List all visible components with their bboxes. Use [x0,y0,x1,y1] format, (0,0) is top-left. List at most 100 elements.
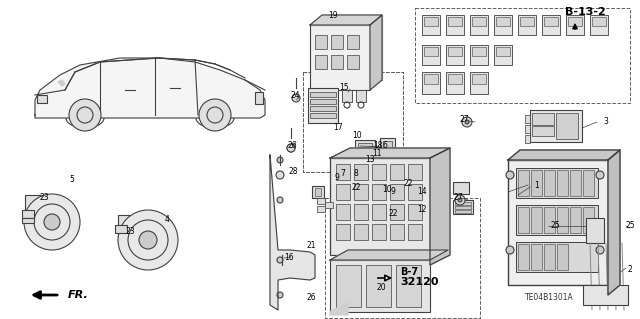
Bar [347,55,359,69]
Circle shape [277,292,283,298]
Text: 14: 14 [417,188,427,197]
Bar [455,210,471,213]
Circle shape [462,117,472,127]
Text: 25: 25 [625,221,635,231]
Bar [372,184,386,200]
Bar [372,224,386,240]
Bar [448,47,462,56]
Bar [532,126,554,136]
Text: 6: 6 [383,140,387,150]
Bar [380,138,395,153]
Bar [472,17,486,26]
Circle shape [277,157,283,163]
Text: 1: 1 [534,181,540,189]
Circle shape [455,195,465,205]
Text: 28: 28 [288,167,298,176]
Bar [592,17,606,26]
Bar [415,8,630,103]
Bar [322,15,382,80]
Bar [336,265,361,307]
Text: FR.: FR. [68,290,89,300]
Polygon shape [508,150,620,160]
Polygon shape [330,250,448,260]
Text: 17: 17 [333,122,343,131]
Text: 23: 23 [125,227,135,236]
Text: 10: 10 [382,186,392,195]
Bar [310,99,336,104]
Bar [315,188,321,196]
Bar [383,141,392,150]
Text: 25: 25 [550,221,560,231]
Bar [37,95,47,103]
Bar [496,47,510,56]
Bar [255,92,263,104]
Text: 12: 12 [417,205,427,214]
Bar [531,244,542,270]
Bar [448,17,462,26]
Bar [494,45,512,65]
Bar [308,88,338,123]
Circle shape [506,171,514,179]
Bar [336,184,350,200]
Circle shape [287,144,295,152]
Bar [470,15,488,35]
Bar [470,72,488,94]
Circle shape [458,198,462,202]
Bar [566,15,584,35]
Bar [408,164,422,180]
Bar [330,158,430,255]
Bar [390,184,404,200]
Bar [422,45,440,65]
Text: 24: 24 [290,92,300,100]
Bar [331,55,343,69]
Text: 22: 22 [403,179,413,188]
Bar [378,258,394,266]
Bar [22,210,34,218]
Bar [115,225,127,233]
Text: 22: 22 [388,209,397,218]
Circle shape [118,210,178,270]
Bar [542,15,560,35]
Bar [525,135,530,143]
Text: 20: 20 [376,283,386,292]
Polygon shape [330,302,348,315]
Bar [338,258,354,266]
Bar [446,45,464,65]
Bar [347,35,359,49]
Bar [325,202,333,208]
Bar [516,205,598,235]
Bar [354,224,368,240]
Text: 3: 3 [604,117,609,127]
Bar [354,184,368,200]
Polygon shape [270,155,315,310]
Bar [422,72,440,94]
Text: 8: 8 [354,168,358,177]
Text: 13: 13 [365,155,375,165]
Bar [325,198,480,318]
Text: 7: 7 [340,168,346,177]
Text: 26: 26 [287,140,297,150]
Bar [508,160,608,285]
Bar [455,206,471,209]
Bar [366,265,391,307]
Bar [453,182,469,194]
Bar [525,125,530,133]
Bar [525,115,530,123]
Bar [408,204,422,220]
Bar [516,168,598,198]
Bar [570,207,581,233]
Circle shape [287,144,295,152]
Text: 26: 26 [306,293,316,302]
Bar [315,90,325,102]
Bar [455,202,471,205]
Bar [317,198,325,204]
Bar [330,260,430,312]
Bar [568,17,582,26]
Bar [328,90,338,102]
Bar [557,207,568,233]
Text: 22: 22 [351,182,361,191]
Bar [530,110,582,142]
Bar [390,164,404,180]
Bar [315,55,327,69]
Bar [390,204,404,220]
